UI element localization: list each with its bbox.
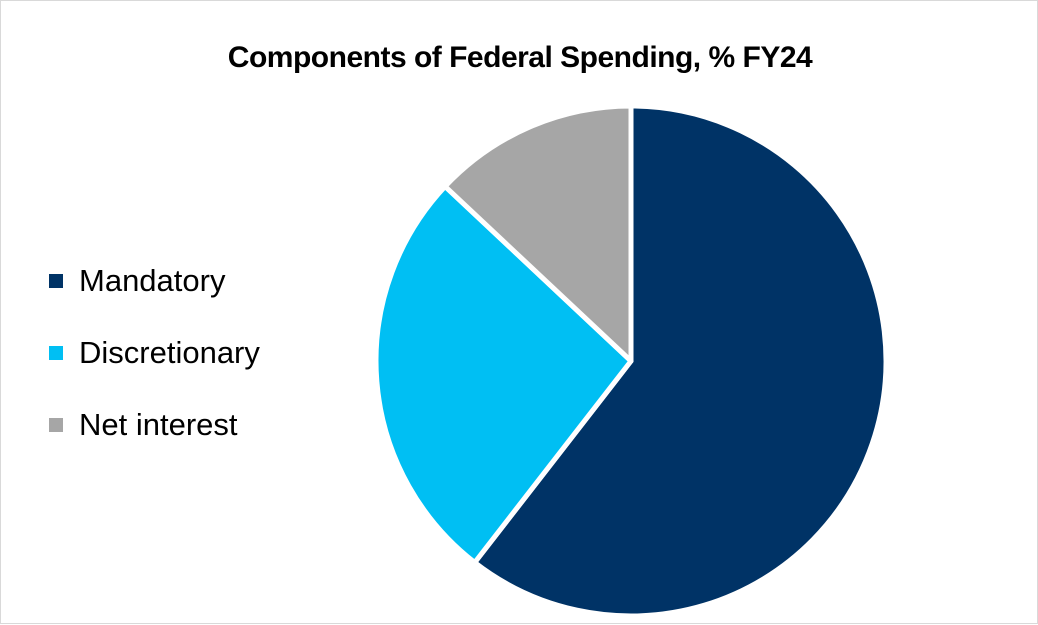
legend-item-net-interest: Net interest [49,407,260,443]
pie-slice-mandatory [472,103,889,619]
legend-label-mandatory: Mandatory [79,263,226,298]
legend-swatch-net-interest [49,418,63,432]
legend: Mandatory Discretionary Net interest [49,263,260,479]
legend-swatch-mandatory [49,274,63,288]
legend-label-net-interest: Net interest [79,407,238,442]
pie-slice-net-interest [442,103,634,364]
pie-slice-discretionary [373,183,634,565]
legend-label-discretionary: Discretionary [79,335,260,370]
chart-title: Components of Federal Spending, % FY24 [227,41,813,74]
legend-item-discretionary: Discretionary [49,335,260,371]
legend-swatch-discretionary [49,346,63,360]
legend-item-mandatory: Mandatory [49,263,260,299]
